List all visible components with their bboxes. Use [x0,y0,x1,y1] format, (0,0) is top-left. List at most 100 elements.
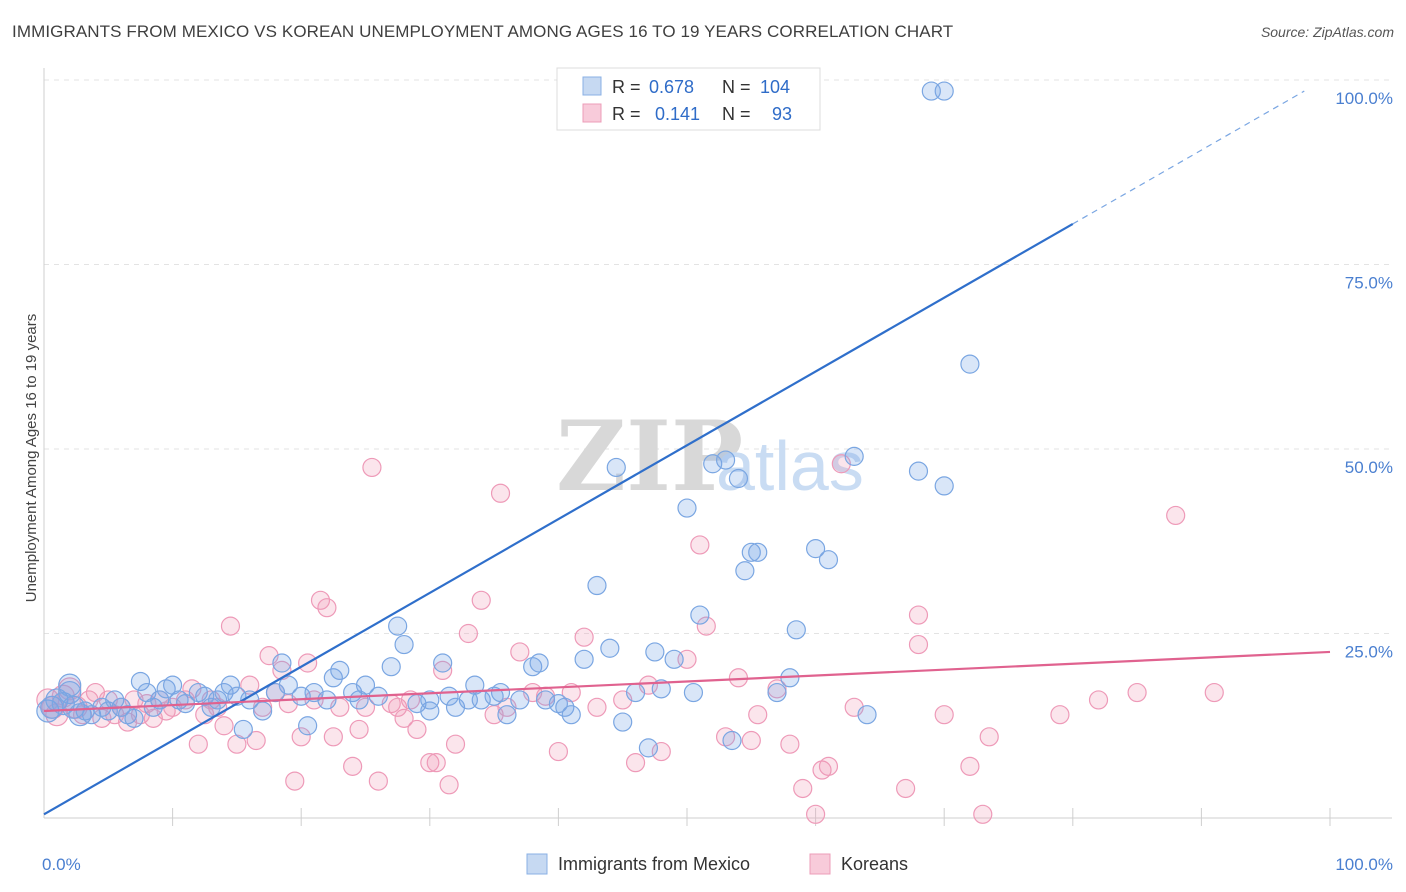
mexico-point [497,705,517,725]
axes [43,68,1392,826]
mexico-point [420,701,440,721]
mexico-point [735,561,755,581]
mexico-point [651,679,671,699]
mexico-point [58,673,82,697]
mexico-point [960,354,980,374]
mexico-point [690,605,710,625]
mexico-point [728,468,749,489]
koreans-point [310,590,331,610]
koreans-point [934,705,954,725]
legend-n-label-koreans: N = [722,104,751,124]
koreans-point [818,756,839,776]
koreans-point [1088,690,1109,710]
koreans-point [420,753,440,773]
mexico-point [722,730,742,751]
mexico-point [703,454,723,474]
mexico-point [323,668,343,688]
mexico-point [58,680,82,705]
mexico-point [561,705,581,725]
koreans-point [812,760,832,780]
koreans-point [574,627,594,647]
koreans-point [748,705,768,725]
mexico-point [748,542,768,562]
y-axis-title: Unemployment Among Ages 16 to 19 years [23,314,40,603]
mexico-point [214,682,234,703]
koreans-point [240,675,260,695]
koreans-point [368,771,388,791]
mexico-point [844,446,864,466]
mexico-point [208,690,228,710]
mexico-point [613,712,633,732]
koreans-point [896,778,916,799]
mexico-point [253,701,273,721]
bottom-legend-mexico: Immigrants from Mexico [558,854,750,874]
mexico-point [645,642,665,662]
koreans-point [188,734,208,754]
mexico-point [291,686,311,706]
koreans-point [439,775,459,795]
mexico-point [490,682,511,703]
mexico-point [529,653,549,673]
mexico-point [124,708,144,728]
y-tick-label-2: 50.0% [1345,458,1393,477]
koreans-point [510,642,530,662]
koreans-point [1204,682,1224,703]
koreans-point [1166,505,1186,526]
watermark-atlas: atlas [716,427,864,505]
mexico-point [381,657,401,677]
koreans-point [805,804,826,824]
koreans-point [362,457,382,478]
x-tick-labels: 0.0% 100.0% [42,855,1393,874]
legend-r-label-mexico: R = [612,77,641,97]
mexico-point [130,671,151,692]
bottom-legend-koreans: Koreans [841,854,908,874]
mexico-point [98,701,118,721]
mexico-point [298,716,318,736]
koreans-point [973,804,993,824]
mexico-point [278,675,298,695]
mexico-point [220,675,241,695]
koreans-point [349,719,369,740]
trendline-mexico [43,222,1074,816]
trendline-koreans [43,650,1331,713]
koreans-point [780,734,800,754]
koreans-point [214,716,234,736]
koreans-point [355,697,376,717]
mexico-point [767,682,787,703]
mexico-point [317,690,337,710]
koreans-point [407,719,427,740]
koreans-point [587,697,607,717]
mexico-point [921,81,941,101]
mexico-point [606,457,626,478]
mexico-point [664,649,684,669]
y-tick-label-1: 75.0% [1345,274,1393,293]
mexico-point [195,686,215,706]
koreans-point [471,590,491,610]
x-tick-label-0: 0.0% [42,855,81,874]
gridlines [44,79,1392,634]
koreans-point [343,756,363,776]
trendline-mexico-extension [1072,90,1305,225]
mexico-point [188,682,208,703]
bottom-swatch-mexico [526,853,548,875]
mexico-point [420,690,440,710]
mexico-point [484,686,504,706]
legend-n-label-mexico: N = [722,77,751,97]
mexico-point [805,539,826,559]
koreans-point [690,535,710,555]
legend-r-label-koreans: R = [612,104,641,124]
koreans-point [490,483,511,503]
koreans-point [445,734,466,754]
mexico-point [330,660,350,681]
mexico-point [818,550,839,570]
mexico-point [683,682,704,703]
mexico-point [677,498,697,518]
koreans-point [458,623,478,644]
mexico-point [548,694,569,714]
mexico-points [36,81,980,758]
x-tick-label-1: 100.0% [1335,855,1393,874]
mexico-point [715,450,736,470]
mexico-point [156,679,176,699]
mexico-point [272,653,292,673]
mexico-point [240,690,260,710]
